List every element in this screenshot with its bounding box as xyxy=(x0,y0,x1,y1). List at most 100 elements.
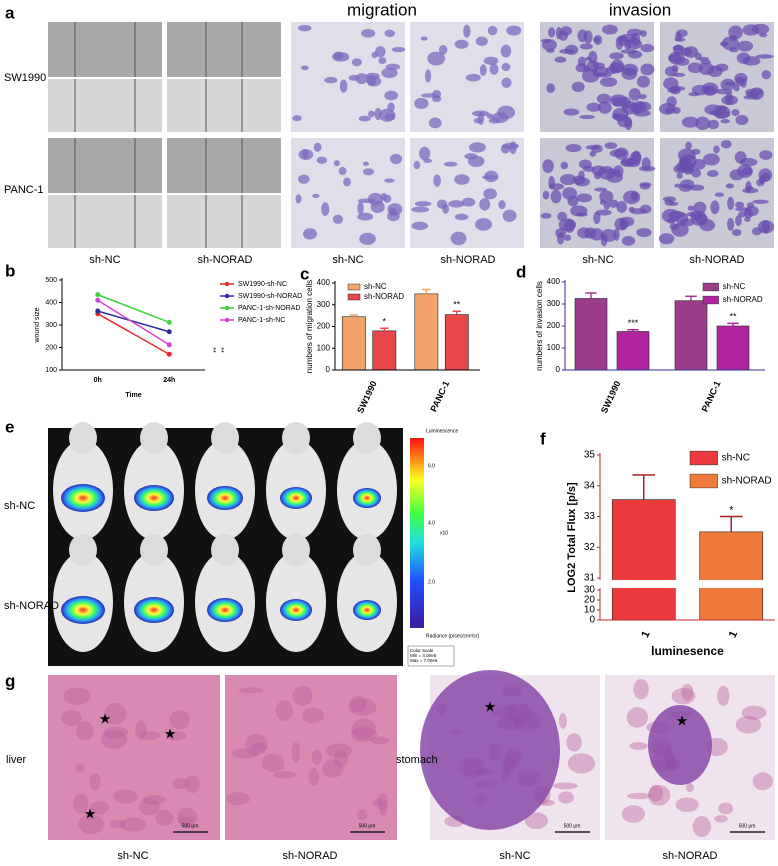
panel-label: f xyxy=(540,429,546,448)
x-tick-label: PANC-1 xyxy=(700,379,723,413)
cell xyxy=(599,77,618,87)
cell xyxy=(384,29,395,38)
cell xyxy=(546,48,555,53)
cell xyxy=(560,161,569,170)
cell xyxy=(595,209,612,216)
row-label: stomach xyxy=(396,754,438,766)
mouse-head xyxy=(69,422,97,454)
cell xyxy=(735,215,742,227)
cell xyxy=(612,100,623,107)
cell xyxy=(640,63,655,76)
legend-label: sh-NC xyxy=(722,453,750,464)
cell xyxy=(500,44,512,58)
cell xyxy=(491,112,509,124)
cell xyxy=(540,212,552,219)
cell xyxy=(579,43,593,50)
cell xyxy=(486,113,494,119)
star: ★ xyxy=(84,806,97,822)
cell xyxy=(598,101,612,114)
panel-label: a xyxy=(5,3,15,22)
cell xyxy=(620,49,638,54)
cell xyxy=(577,29,588,43)
cell xyxy=(542,190,550,200)
tissue xyxy=(692,816,711,838)
legend-label: SW1990-sh-NC xyxy=(238,281,287,288)
tissue xyxy=(113,789,138,804)
cell xyxy=(626,38,643,50)
mouse-head xyxy=(69,534,97,566)
wound-image xyxy=(167,22,281,77)
cell xyxy=(586,102,602,112)
tissue xyxy=(741,705,767,720)
cell xyxy=(438,45,448,55)
cell xyxy=(733,84,740,92)
cell xyxy=(321,202,330,216)
cell xyxy=(467,155,485,167)
y-tick-label: 34 xyxy=(584,480,596,491)
wound-image xyxy=(48,138,162,193)
x-tick-label: 0h xyxy=(94,377,102,384)
point xyxy=(166,329,172,335)
column-label: sh-NORAD xyxy=(689,254,744,266)
cell xyxy=(599,199,606,205)
cell xyxy=(640,44,655,53)
cell xyxy=(592,62,605,69)
cell xyxy=(572,175,586,185)
tissue xyxy=(558,791,575,804)
cell xyxy=(761,70,771,80)
cell xyxy=(611,97,625,103)
tissue xyxy=(89,773,101,791)
tissue xyxy=(717,685,730,707)
cell xyxy=(727,196,735,211)
legend-label: sh-NC xyxy=(723,282,746,291)
cell xyxy=(473,118,482,124)
axis-break xyxy=(594,580,775,588)
scale-bar-label: 500 μm xyxy=(359,823,376,829)
wound-image xyxy=(48,195,162,248)
cell xyxy=(759,175,766,185)
tissue xyxy=(273,771,296,779)
signal xyxy=(61,484,105,512)
cell xyxy=(378,57,387,65)
cell xyxy=(333,51,344,60)
cell xyxy=(419,146,431,161)
wound-image xyxy=(167,195,281,248)
panel-label: c xyxy=(300,264,309,283)
cell xyxy=(576,193,592,203)
star: ★ xyxy=(99,711,112,727)
y-tick-label: 0 xyxy=(589,615,595,626)
cell xyxy=(312,193,320,199)
cell xyxy=(506,25,522,36)
y-tick-label: 20 xyxy=(584,595,596,606)
tissue xyxy=(621,805,646,823)
cell xyxy=(751,23,770,35)
cell xyxy=(338,166,347,176)
bar xyxy=(616,331,650,371)
cell xyxy=(292,115,302,122)
legend-swatch xyxy=(702,295,719,305)
y-tick-label: 31 xyxy=(584,573,596,584)
x-tick-label: 24h xyxy=(163,377,175,384)
tissue xyxy=(89,801,110,815)
signal xyxy=(207,598,243,622)
cell xyxy=(316,156,328,164)
cell xyxy=(548,27,556,38)
column-label: sh-NORAD xyxy=(197,254,252,266)
cell xyxy=(563,108,580,116)
legend-label: SW1990-sh-NORAD xyxy=(238,293,302,300)
cell xyxy=(605,66,619,75)
tissue xyxy=(177,816,194,825)
wound-image xyxy=(48,79,162,132)
tissue xyxy=(524,812,548,830)
tissue xyxy=(681,683,694,701)
annotation: * xyxy=(383,317,387,327)
cell xyxy=(761,219,770,234)
cell xyxy=(594,187,607,192)
cell xyxy=(489,63,499,75)
tissue xyxy=(325,743,353,758)
cell xyxy=(362,161,370,166)
tissue xyxy=(291,742,300,763)
tumor xyxy=(420,670,560,830)
cell xyxy=(714,192,725,197)
signal xyxy=(207,486,243,510)
